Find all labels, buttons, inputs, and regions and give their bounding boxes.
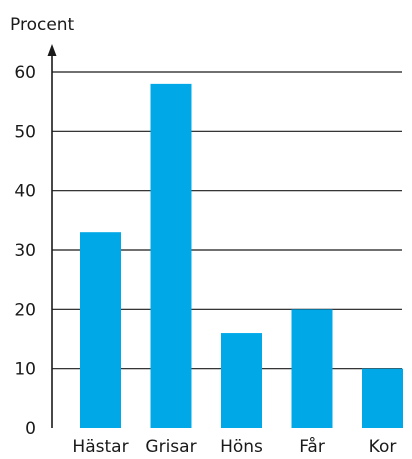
bar-3 [221, 333, 262, 428]
x-category-label-1: Hästar [72, 437, 128, 457]
bar-4 [291, 309, 333, 428]
y-tick-label-10: 10 [14, 360, 36, 380]
bar-1 [80, 232, 121, 428]
bars [80, 83, 403, 428]
y-tick-label-60: 60 [14, 63, 36, 83]
y-tick-label-20: 20 [14, 300, 36, 320]
x-category-label-2: Grisar [145, 437, 196, 457]
y-tick-label-50: 50 [14, 122, 36, 142]
y-tick-label-40: 40 [14, 182, 36, 202]
y-tick-labels: 0 10 20 30 40 50 60 [14, 63, 36, 439]
x-category-label-4: Får [299, 436, 325, 457]
bar-5 [362, 368, 403, 428]
x-category-labels: Hästar Grisar Höns Får Kor [72, 436, 396, 457]
x-category-label-5: Kor [369, 437, 397, 457]
bar-2 [150, 83, 192, 428]
y-axis-arrowhead [47, 44, 57, 56]
y-axis-title: Procent [10, 15, 75, 35]
y-tick-label-0: 0 [25, 419, 36, 439]
y-tick-label-30: 30 [14, 241, 36, 261]
x-category-label-3: Höns [220, 437, 263, 457]
